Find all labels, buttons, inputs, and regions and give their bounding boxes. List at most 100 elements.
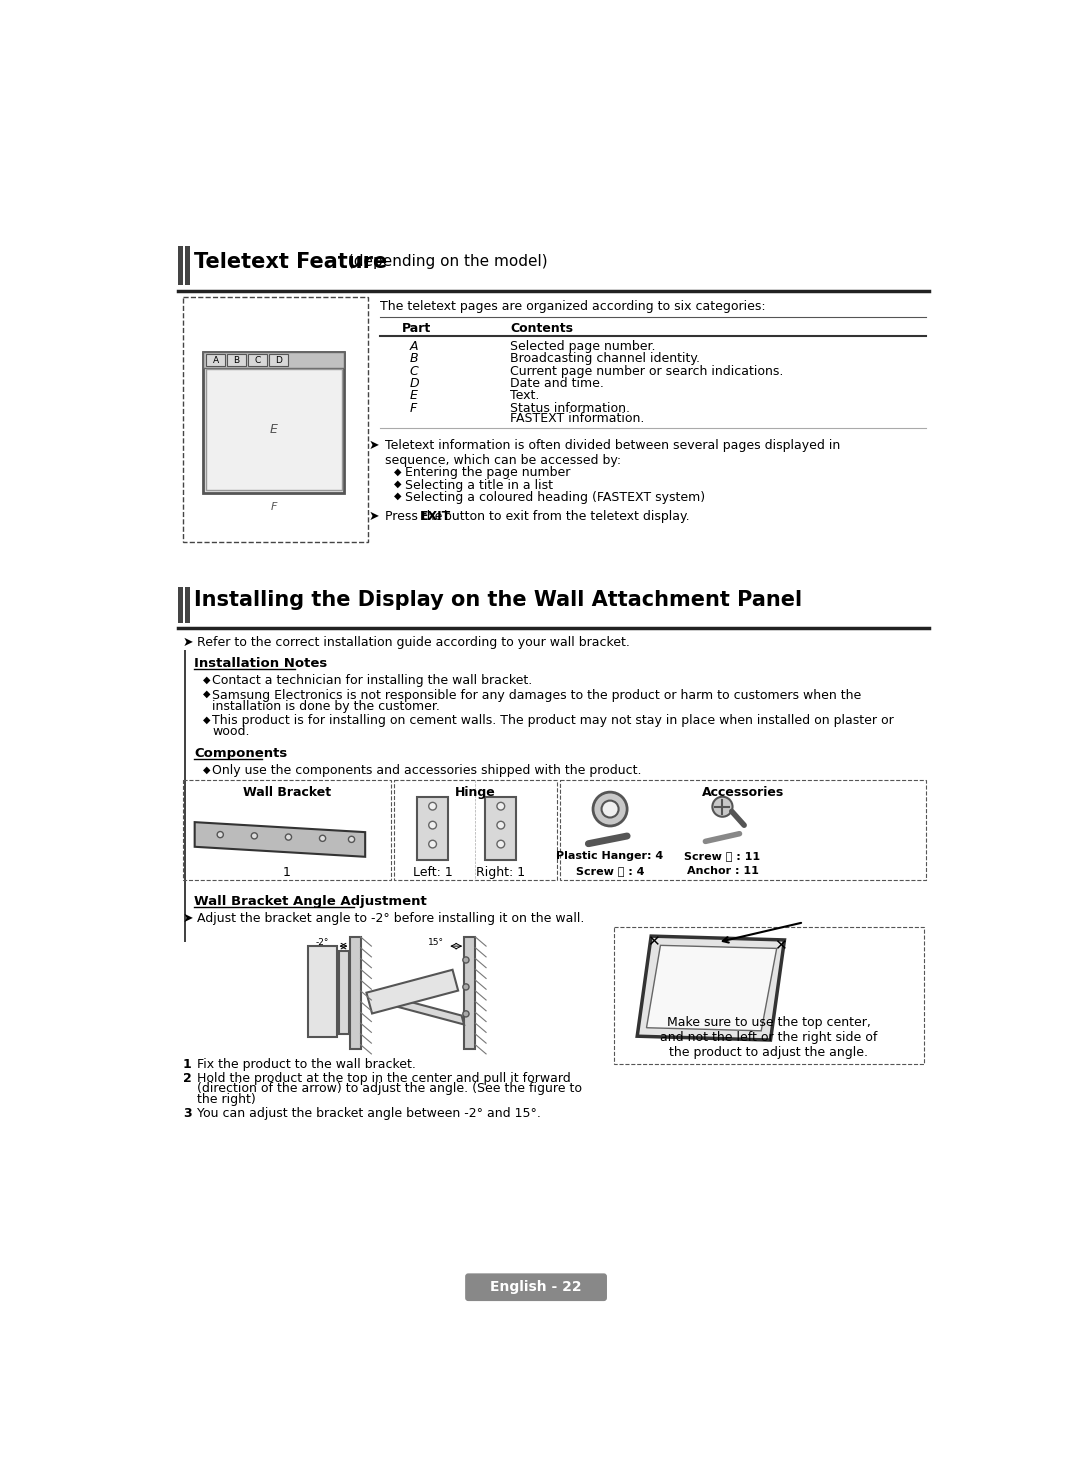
Bar xyxy=(206,354,225,367)
Text: ◆: ◆ xyxy=(203,765,211,774)
Text: ✕: ✕ xyxy=(773,937,786,952)
Text: Accessories: Accessories xyxy=(702,786,784,799)
Text: This product is for installing on cement walls. The product may not stay in plac: This product is for installing on cement… xyxy=(213,715,894,727)
Bar xyxy=(184,650,186,942)
Bar xyxy=(248,354,267,367)
Text: Screw ⓑ : 4: Screw ⓑ : 4 xyxy=(576,867,645,876)
Circle shape xyxy=(497,821,504,828)
Bar xyxy=(186,246,190,284)
Text: ➤: ➤ xyxy=(183,912,193,926)
Text: Contents: Contents xyxy=(510,321,573,335)
Bar xyxy=(350,937,361,1048)
Text: Teletext information is often divided between several pages displayed in
sequenc: Teletext information is often divided be… xyxy=(384,439,840,467)
Text: Components: Components xyxy=(194,747,287,761)
Text: B: B xyxy=(233,355,240,364)
Text: Wall Bracket Angle Adjustment: Wall Bracket Angle Adjustment xyxy=(194,895,427,908)
Circle shape xyxy=(217,831,224,837)
Text: Part: Part xyxy=(402,321,431,335)
Text: Selected page number.: Selected page number. xyxy=(510,340,656,354)
Circle shape xyxy=(285,834,292,840)
Text: ➤: ➤ xyxy=(369,439,379,451)
Text: D: D xyxy=(409,377,419,391)
Text: Anchor : 11: Anchor : 11 xyxy=(687,867,758,876)
Circle shape xyxy=(497,802,504,811)
Text: Text.: Text. xyxy=(510,389,540,402)
Bar xyxy=(559,780,926,880)
Circle shape xyxy=(463,983,469,991)
Text: English - 22: English - 22 xyxy=(490,1281,582,1294)
Text: Current page number or search indications.: Current page number or search indication… xyxy=(510,364,783,377)
Polygon shape xyxy=(366,970,458,1014)
Bar xyxy=(178,246,183,284)
Text: Make sure to use the top center,
and not the left or the right side of
the produ: Make sure to use the top center, and not… xyxy=(660,1016,878,1060)
Bar xyxy=(269,354,287,367)
Circle shape xyxy=(713,797,732,817)
Text: Status information.: Status information. xyxy=(510,402,630,414)
Text: button to exit from the teletext display.: button to exit from the teletext display… xyxy=(441,510,690,522)
Text: Plastic Hanger: 4: Plastic Hanger: 4 xyxy=(556,850,664,861)
Circle shape xyxy=(497,840,504,848)
Text: F: F xyxy=(270,501,276,511)
Text: Right: 1: Right: 1 xyxy=(476,867,525,879)
Text: -2°: -2° xyxy=(315,939,329,948)
Text: E: E xyxy=(270,423,278,436)
Polygon shape xyxy=(194,822,365,856)
Text: A: A xyxy=(409,340,418,354)
Text: 2: 2 xyxy=(183,1072,192,1085)
Text: You can adjust the bracket angle between -2° and 15°.: You can adjust the bracket angle between… xyxy=(197,1107,541,1120)
Text: Left: 1: Left: 1 xyxy=(413,867,453,879)
Circle shape xyxy=(429,802,436,811)
Text: The teletext pages are organized according to six categories:: The teletext pages are organized accordi… xyxy=(380,301,766,312)
Text: Press the: Press the xyxy=(384,510,446,522)
Bar xyxy=(613,927,924,1064)
Text: Broadcasting channel identity.: Broadcasting channel identity. xyxy=(510,352,700,366)
Bar xyxy=(464,937,475,1048)
Text: ◆: ◆ xyxy=(394,479,402,489)
Circle shape xyxy=(429,821,436,828)
Text: installation is done by the customer.: installation is done by the customer. xyxy=(213,700,441,713)
Bar xyxy=(485,797,516,859)
Text: ➤: ➤ xyxy=(369,510,379,522)
Text: B: B xyxy=(409,352,418,366)
Text: Installing the Display on the Wall Attachment Panel: Installing the Display on the Wall Attac… xyxy=(194,590,802,610)
Bar xyxy=(227,354,246,367)
Text: Contact a technician for installing the wall bracket.: Contact a technician for installing the … xyxy=(213,674,532,687)
Text: ◆: ◆ xyxy=(203,688,211,699)
Text: ✕: ✕ xyxy=(647,935,660,949)
Text: Selecting a title in a list: Selecting a title in a list xyxy=(405,479,553,492)
Text: Only use the components and accessories shipped with the product.: Only use the components and accessories … xyxy=(213,765,642,777)
Text: Teletext Feature: Teletext Feature xyxy=(194,252,387,271)
Text: Date and time.: Date and time. xyxy=(510,377,604,391)
Text: Screw ⓐ : 11: Screw ⓐ : 11 xyxy=(685,850,760,861)
Bar xyxy=(394,780,556,880)
Text: Refer to the correct installation guide according to your wall bracket.: Refer to the correct installation guide … xyxy=(197,635,630,649)
Circle shape xyxy=(593,792,627,825)
Polygon shape xyxy=(637,936,784,1041)
Text: Samsung Electronics is not responsible for any damages to the product or harm to: Samsung Electronics is not responsible f… xyxy=(213,688,862,702)
Circle shape xyxy=(463,957,469,963)
Circle shape xyxy=(463,1011,469,1017)
Bar xyxy=(203,352,345,492)
Text: ◆: ◆ xyxy=(394,491,402,501)
Text: 1: 1 xyxy=(183,1058,192,1070)
Text: FASTEXT information.: FASTEXT information. xyxy=(510,413,645,426)
Text: the right): the right) xyxy=(197,1094,256,1106)
Bar xyxy=(183,780,391,880)
Bar xyxy=(183,296,367,542)
Text: E: E xyxy=(409,389,417,402)
Text: Adjust the bracket angle to -2° before installing it on the wall.: Adjust the bracket angle to -2° before i… xyxy=(197,912,584,926)
Polygon shape xyxy=(383,995,464,1024)
FancyBboxPatch shape xyxy=(465,1274,607,1302)
Text: Entering the page number: Entering the page number xyxy=(405,466,571,479)
Circle shape xyxy=(429,840,436,848)
Text: Wall Bracket: Wall Bracket xyxy=(243,786,330,799)
Bar xyxy=(339,951,349,1033)
Text: C: C xyxy=(254,355,260,364)
Text: ◆: ◆ xyxy=(203,715,211,724)
Circle shape xyxy=(252,833,257,839)
Text: ➤: ➤ xyxy=(183,635,193,649)
Bar xyxy=(186,587,190,622)
Text: A: A xyxy=(213,355,218,364)
Text: 15°: 15° xyxy=(428,939,444,948)
Text: 1: 1 xyxy=(283,867,291,879)
